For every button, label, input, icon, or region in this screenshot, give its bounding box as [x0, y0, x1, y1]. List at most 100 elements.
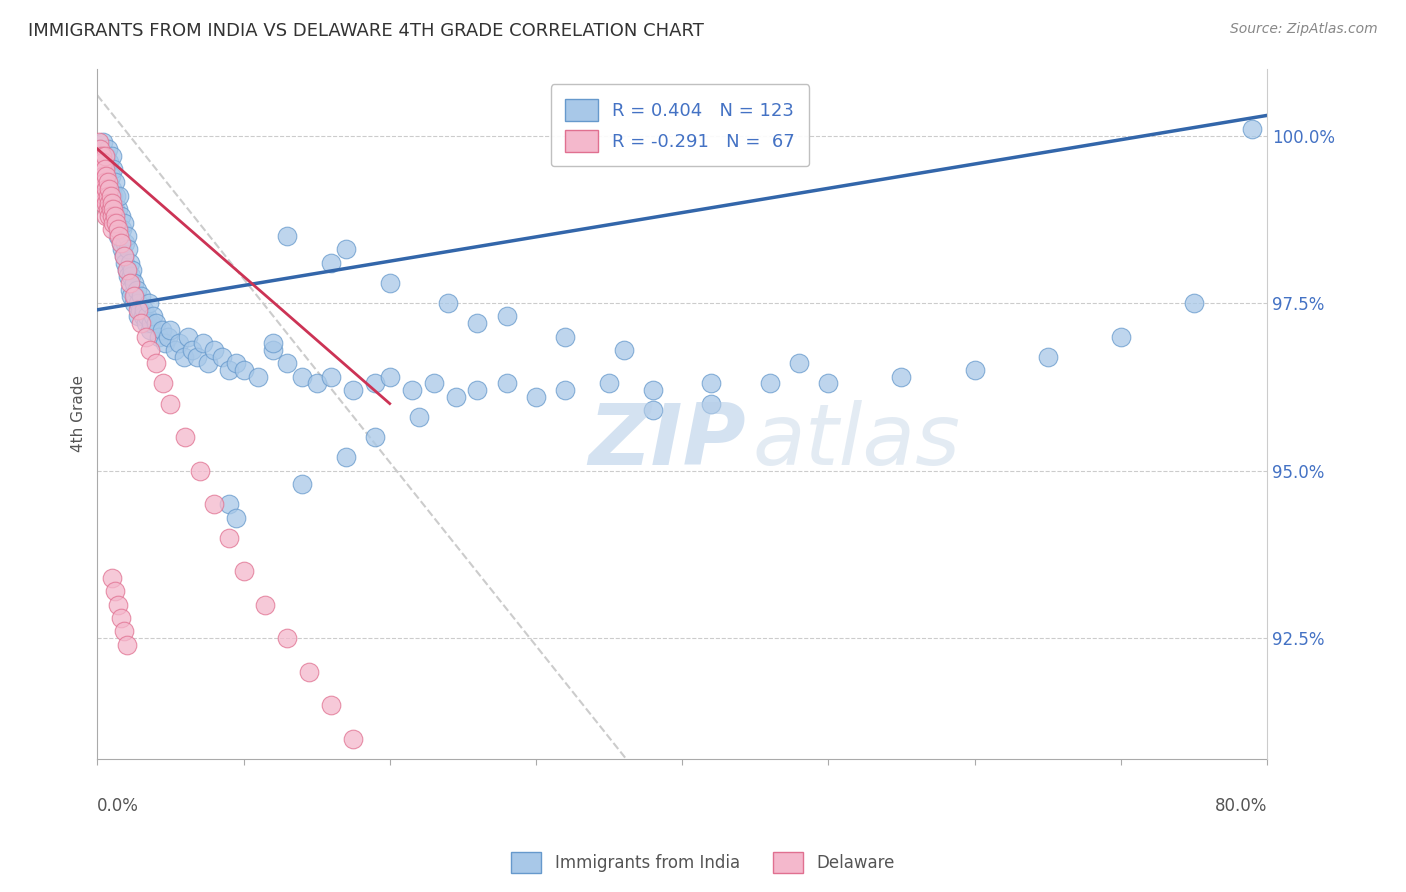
Point — [94, 182, 117, 196]
Point — [90, 176, 112, 190]
Point — [98, 182, 121, 196]
Point — [247, 369, 270, 384]
Point — [218, 363, 240, 377]
Point — [97, 189, 120, 203]
Point — [100, 189, 122, 203]
Point — [118, 283, 141, 297]
Point — [115, 262, 138, 277]
Point — [111, 243, 134, 257]
Point — [136, 310, 159, 324]
Point — [524, 390, 547, 404]
Point — [104, 584, 127, 599]
Point — [127, 302, 149, 317]
Point — [218, 531, 240, 545]
Point — [131, 310, 153, 324]
Point — [129, 289, 152, 303]
Point — [93, 176, 115, 190]
Point — [262, 336, 284, 351]
Point — [89, 142, 111, 156]
Point — [298, 665, 321, 679]
Point — [98, 195, 121, 210]
Point — [554, 383, 576, 397]
Point — [105, 216, 128, 230]
Point — [378, 276, 401, 290]
Point — [89, 142, 111, 156]
Point — [495, 310, 517, 324]
Point — [364, 430, 387, 444]
Point — [135, 316, 157, 330]
Point — [94, 169, 117, 183]
Point — [181, 343, 204, 357]
Point — [93, 176, 115, 190]
Point — [93, 162, 115, 177]
Point — [104, 202, 127, 217]
Point — [94, 209, 117, 223]
Point — [401, 383, 423, 397]
Point — [110, 235, 132, 250]
Point — [153, 336, 176, 351]
Point — [93, 162, 115, 177]
Point — [89, 182, 111, 196]
Point — [91, 182, 114, 196]
Point — [232, 363, 254, 377]
Point — [202, 343, 225, 357]
Point — [103, 189, 125, 203]
Point — [613, 343, 636, 357]
Point — [97, 182, 120, 196]
Point — [112, 249, 135, 263]
Text: ZIP: ZIP — [589, 400, 747, 483]
Point — [138, 296, 160, 310]
Point — [105, 189, 128, 203]
Point — [890, 369, 912, 384]
Point — [1182, 296, 1205, 310]
Point — [467, 316, 489, 330]
Point — [225, 510, 247, 524]
Point — [108, 229, 131, 244]
Point — [115, 638, 138, 652]
Point — [87, 148, 110, 162]
Point — [105, 216, 128, 230]
Point — [963, 363, 986, 377]
Text: IMMIGRANTS FROM INDIA VS DELAWARE 4TH GRADE CORRELATION CHART: IMMIGRANTS FROM INDIA VS DELAWARE 4TH GR… — [28, 22, 704, 40]
Point — [598, 376, 620, 391]
Point — [145, 356, 167, 370]
Point — [98, 155, 121, 169]
Point — [94, 169, 117, 183]
Legend: Immigrants from India, Delaware: Immigrants from India, Delaware — [505, 846, 901, 880]
Point — [134, 302, 156, 317]
Point — [112, 624, 135, 639]
Point — [103, 202, 125, 217]
Point — [135, 329, 157, 343]
Point — [94, 195, 117, 210]
Point — [128, 302, 150, 317]
Point — [89, 169, 111, 183]
Point — [114, 256, 136, 270]
Point — [191, 336, 214, 351]
Point — [110, 611, 132, 625]
Point — [97, 142, 120, 156]
Legend: R = 0.404   N = 123, R = -0.291   N =  67: R = 0.404 N = 123, R = -0.291 N = 67 — [551, 85, 810, 167]
Point — [87, 135, 110, 149]
Point — [104, 176, 127, 190]
Point — [262, 343, 284, 357]
Point — [108, 189, 131, 203]
Point — [225, 356, 247, 370]
Point — [152, 376, 174, 391]
Point — [174, 430, 197, 444]
Point — [107, 222, 129, 236]
Point — [156, 329, 179, 343]
Point — [101, 222, 124, 236]
Point — [90, 148, 112, 162]
Point — [118, 256, 141, 270]
Point — [129, 316, 152, 330]
Point — [378, 369, 401, 384]
Point — [112, 249, 135, 263]
Point — [150, 323, 173, 337]
Point — [90, 162, 112, 177]
Point — [188, 464, 211, 478]
Point — [276, 631, 298, 645]
Point — [759, 376, 782, 391]
Point — [276, 229, 298, 244]
Point — [422, 376, 444, 391]
Point — [276, 356, 298, 370]
